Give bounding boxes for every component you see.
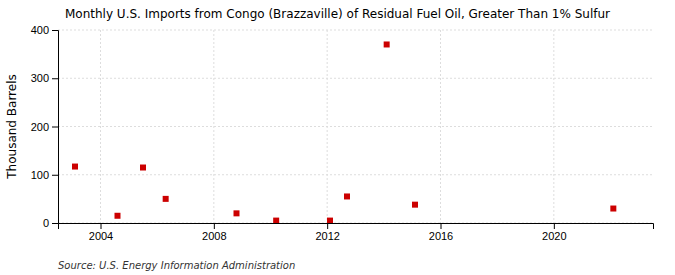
tick-mark [327,223,328,229]
tick-label: 2008 [202,230,226,242]
plot: 2004 2008 2012 2016 2020 0 100 200 300 400 [31,24,654,242]
point [115,213,121,219]
point [610,206,616,212]
tick-label: 2016 [429,230,453,242]
tick: 400 [31,24,58,36]
tick: 2008 [202,223,226,242]
point [344,193,350,199]
tick: 100 [31,169,58,181]
point [412,202,418,208]
tick-mark [52,78,58,79]
axis-domain [59,224,654,230]
grid-line [58,126,653,127]
tick-mark [441,223,442,229]
tick-label: 2004 [89,230,113,242]
tick-label: 2012 [315,230,339,242]
tick: 200 [31,121,58,133]
point [273,218,279,223]
tick-mark [554,223,555,229]
grid [58,30,653,223]
y-axis: 0 100 200 300 400 [31,24,59,229]
tick-mark [52,175,58,176]
tick: 2020 [542,223,566,242]
points [72,41,616,223]
point [163,196,169,202]
tick-label: 300 [31,72,49,84]
grid-line [58,30,653,31]
point [140,165,146,171]
tick-mark [52,127,58,128]
tick-label: 2020 [542,230,566,242]
tick: 2004 [89,223,113,242]
title: Monthly U.S. Imports from Congo (Brazzav… [65,7,610,21]
tick-mark [214,223,215,229]
tick-mark [101,223,102,229]
x-axis: 2004 2008 2012 2016 2020 [59,223,654,242]
chart: 2004 2008 2012 2016 2020 0 100 200 300 400 Thousan… [0,0,675,275]
grid-line [100,30,101,223]
tick: 2016 [429,223,453,242]
source: Source: U.S. Energy Information Administ… [58,260,295,271]
point [327,218,333,223]
tick: 0 [43,217,58,229]
tick: 2012 [315,223,339,242]
point [384,41,390,47]
tick: 300 [31,72,58,84]
point [72,164,78,170]
y-axis-label: Thousand Barrels [5,74,19,179]
tick-mark [52,30,58,31]
tick-label: 0 [43,217,49,229]
tick-label: 100 [31,169,49,181]
tick-mark [52,223,58,224]
tick-label: 400 [31,24,49,36]
tick-label: 200 [31,121,49,133]
grid-line [440,30,441,223]
point [234,210,240,216]
grid-line [58,78,653,79]
axis-domain [52,31,59,224]
grid-line [58,174,653,175]
